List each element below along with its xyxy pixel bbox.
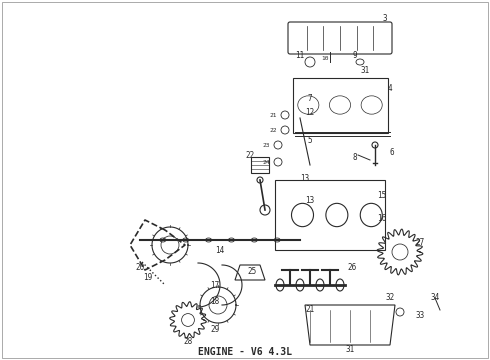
- Text: 21: 21: [269, 113, 277, 117]
- Text: 5: 5: [308, 135, 312, 144]
- Text: 33: 33: [416, 310, 425, 320]
- Text: 11: 11: [295, 50, 305, 59]
- Text: 22: 22: [269, 127, 277, 132]
- Text: 6: 6: [390, 148, 394, 157]
- Text: 19: 19: [144, 274, 152, 283]
- Text: 28: 28: [183, 338, 193, 346]
- Text: 21: 21: [305, 306, 315, 315]
- Text: 16: 16: [377, 213, 387, 222]
- Text: 23: 23: [262, 143, 270, 148]
- Text: 29: 29: [210, 325, 220, 334]
- Text: 20: 20: [135, 264, 145, 273]
- Text: 26: 26: [347, 264, 357, 273]
- Text: 13: 13: [305, 195, 315, 204]
- Text: 12: 12: [305, 108, 315, 117]
- Text: 9: 9: [353, 50, 357, 59]
- Text: 14: 14: [216, 246, 224, 255]
- Text: 34: 34: [430, 293, 440, 302]
- Text: 31: 31: [360, 66, 369, 75]
- Text: 22: 22: [245, 150, 255, 159]
- Text: 4: 4: [388, 84, 392, 93]
- Text: 8: 8: [353, 153, 357, 162]
- Text: 25: 25: [247, 267, 257, 276]
- Text: 17: 17: [210, 280, 220, 289]
- Text: 24: 24: [262, 159, 270, 165]
- Text: 3: 3: [383, 14, 387, 23]
- Text: ENGINE - V6 4.3L: ENGINE - V6 4.3L: [198, 347, 292, 357]
- Text: 15: 15: [377, 190, 387, 199]
- Text: 7: 7: [308, 94, 312, 103]
- Text: 18: 18: [210, 297, 220, 306]
- Text: 13: 13: [300, 174, 310, 183]
- Text: 27: 27: [416, 238, 425, 247]
- Text: 31: 31: [345, 346, 355, 355]
- Text: 10: 10: [321, 55, 329, 60]
- Text: 32: 32: [385, 293, 394, 302]
